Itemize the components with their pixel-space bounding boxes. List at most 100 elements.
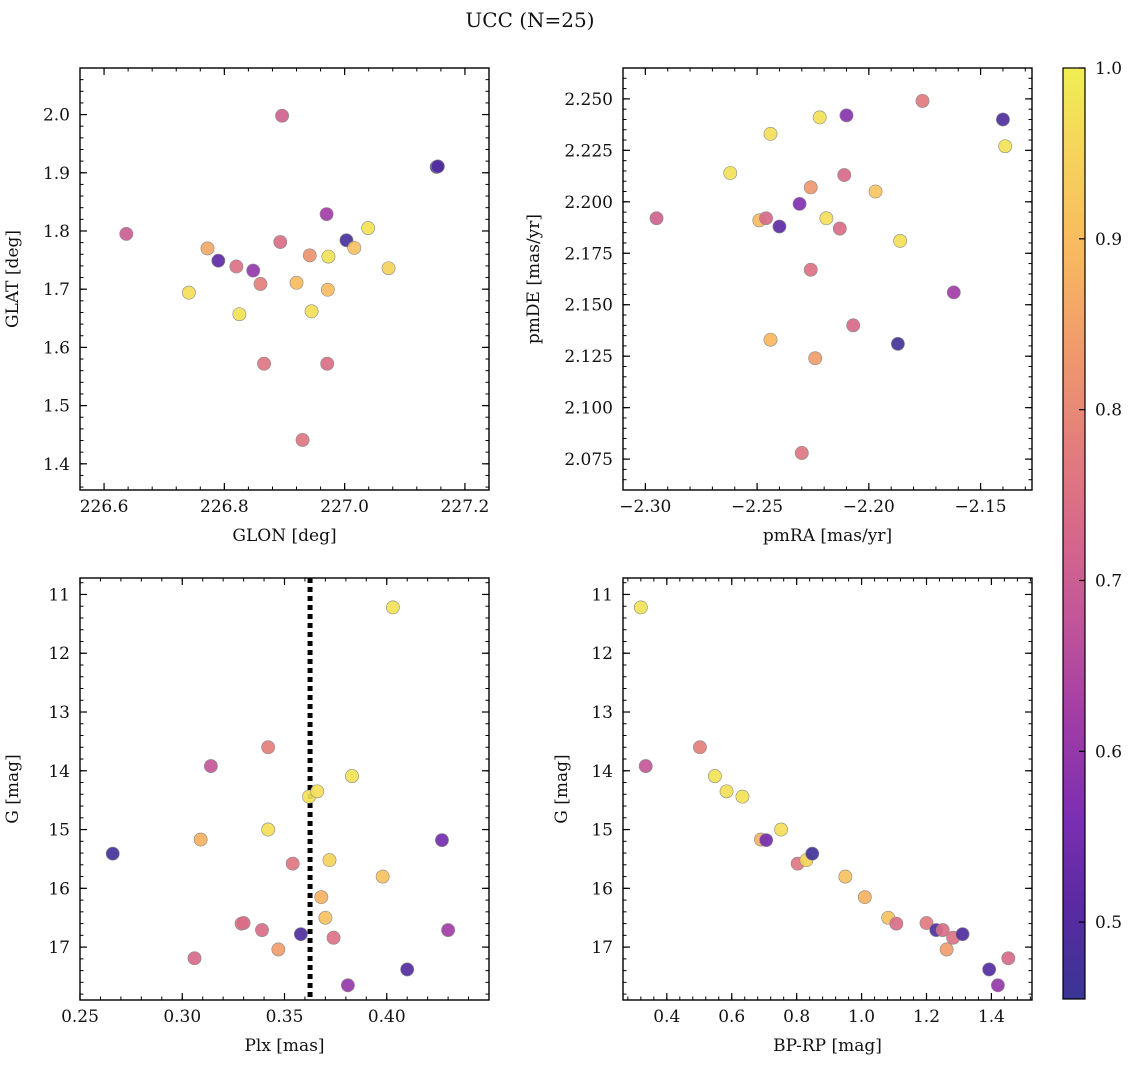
scatter-point — [837, 168, 852, 182]
x-tick-label: 0.25 — [61, 1007, 99, 1027]
x-tick-label: −2.30 — [619, 497, 671, 517]
panel-1: 226.6 226.8 227.0 227.2 1.4 1.5 1.6 1.7 1.8 1.9 2.… — [3, 67, 490, 546]
scatter-point — [846, 318, 861, 333]
scatter-point — [340, 978, 355, 993]
y-tick-label: 14 — [591, 762, 613, 782]
scatter-point — [105, 846, 120, 861]
scatter-point — [759, 833, 774, 848]
panel-2: −2.30 −2.25 −2.20 −2.15 2.075 2.100 2.125 2.150… — [524, 67, 1033, 546]
x-tick-label: 0.30 — [163, 1007, 201, 1027]
scatter-point — [939, 942, 954, 957]
scatter-point — [181, 285, 196, 300]
scatter-point — [375, 869, 390, 884]
scatter-point — [326, 930, 341, 945]
y-tick-label: 1.4 — [43, 455, 70, 475]
scatter-point — [319, 207, 334, 221]
y-tick-label: 2.075 — [564, 450, 613, 470]
y-tick-label: 13 — [48, 703, 70, 723]
scatter-point — [794, 446, 809, 460]
scatter-point — [838, 869, 853, 884]
x-axis-label: GLON [deg] — [232, 526, 336, 546]
x-axis-label: pmRA [mas/yr] — [763, 526, 892, 546]
x-tick-label: −2.25 — [731, 497, 783, 517]
scatter-point — [893, 234, 908, 248]
colorbar-tick-label: 0.7 — [1095, 571, 1122, 591]
scatter-point — [812, 110, 827, 125]
y-tick-label: 2.100 — [564, 399, 613, 419]
scatter-point — [236, 916, 251, 930]
colorbar-tick-label: 0.9 — [1095, 230, 1122, 250]
y-axis-label: G [mag] — [3, 754, 23, 823]
scatter-point — [707, 769, 722, 783]
y-tick-label: 1.7 — [43, 280, 70, 300]
scatter-point — [347, 240, 362, 255]
y-tick-label: 2.175 — [564, 244, 613, 264]
scatter-point — [361, 221, 376, 235]
scatter-point — [302, 248, 317, 263]
scatter-point — [321, 249, 336, 264]
y-tick-label: 16 — [591, 879, 613, 899]
panel-4: 0.4 0.6 0.8 1.0 1.2 1.4 11 12 13 14 15 16 17 BP-RP [m… — [552, 577, 1033, 1056]
y-tick-label: 16 — [48, 879, 70, 899]
scatter-point — [318, 910, 333, 925]
scatter-point — [638, 759, 653, 773]
x-tick-label: 227.2 — [441, 497, 490, 517]
y-tick-label: 14 — [48, 762, 70, 782]
scatter-point — [304, 304, 319, 319]
y-tick-label: 2.225 — [564, 141, 613, 161]
scatter-point — [719, 784, 734, 799]
scatter-point — [998, 139, 1013, 154]
scatter-point — [381, 261, 396, 276]
scatter-point — [996, 112, 1010, 127]
colorbar-tick-label: 0.8 — [1095, 401, 1122, 421]
scatter-point — [187, 951, 202, 966]
x-tick-label: −2.20 — [843, 497, 895, 517]
scatter-point — [211, 253, 226, 268]
y-tick-label: 1.9 — [43, 164, 70, 184]
y-tick-label: 11 — [591, 585, 613, 605]
scatter-point — [693, 740, 707, 755]
scatter-point — [991, 978, 1005, 993]
scatter-point — [273, 235, 288, 249]
scatter-point — [289, 275, 304, 290]
scatter-point — [200, 241, 215, 256]
scatter-point — [385, 600, 400, 615]
x-tick-label: 226.6 — [80, 497, 129, 517]
scatter-point — [774, 822, 788, 837]
scatter-point — [792, 196, 807, 211]
y-tick-label: 1.6 — [43, 338, 70, 358]
scatter-point — [246, 263, 261, 278]
scatter-point — [314, 890, 329, 905]
y-tick-label: 13 — [591, 703, 613, 723]
y-tick-label: 17 — [591, 938, 613, 958]
plot-frame — [79, 577, 490, 1001]
scatter-point — [293, 927, 308, 942]
scatter-point — [435, 833, 449, 848]
x-tick-label: 1.4 — [978, 1007, 1005, 1027]
figure-title: UCC (N=25) — [465, 8, 594, 32]
y-tick-label: 12 — [591, 644, 613, 664]
y-tick-label: 2.125 — [564, 347, 613, 367]
colorbar-gradient — [1062, 67, 1086, 1000]
scatter-point — [193, 832, 208, 847]
scatter-point — [857, 890, 872, 905]
scatter-point — [232, 307, 247, 322]
scatter-point — [808, 351, 823, 366]
scatter-point — [868, 184, 883, 199]
y-axis-label: G [mag] — [552, 754, 572, 823]
scatter-point — [723, 166, 738, 180]
scatter-point — [229, 259, 244, 274]
panels: 226.6 226.8 227.0 227.2 1.4 1.5 1.6 1.7 1.8 1.9 2.… — [3, 67, 1033, 1056]
scatter-point — [955, 927, 970, 942]
y-tick-label: 1.5 — [43, 397, 70, 417]
y-tick-label: 2.150 — [564, 296, 613, 316]
scatter-point — [735, 789, 750, 804]
scatter-point — [891, 336, 905, 351]
scatter-point — [430, 159, 445, 174]
y-tick-label: 2.250 — [564, 90, 613, 110]
scatter-point — [935, 923, 950, 937]
x-tick-label: 0.40 — [368, 1007, 406, 1027]
x-tick-label: 1.2 — [913, 1007, 940, 1027]
scatter-point — [345, 769, 359, 783]
